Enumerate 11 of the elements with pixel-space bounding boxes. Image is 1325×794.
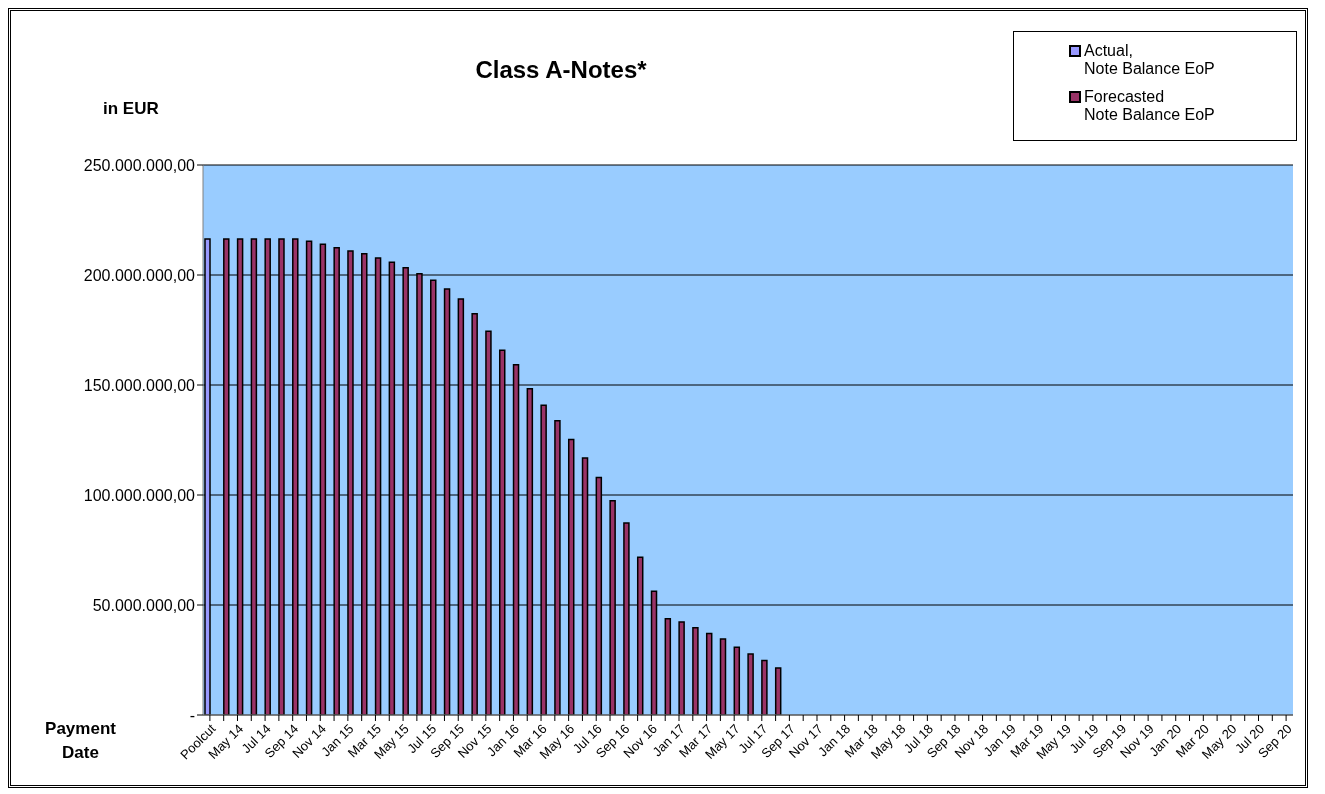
y-tick-label: 100.000.000,00 [83,486,196,504]
y-tick-label: - [189,706,195,724]
legend-label: Actual, Note Balance EoP [1084,42,1215,78]
legend-label: Forecasted Note Balance EoP [1084,88,1215,124]
y-tick-label: 250.000.000,00 [83,156,196,174]
y-tick-label: 200.000.000,00 [83,266,196,284]
y-axis-title: in EUR [103,99,159,119]
chart-title: Class A-Notes* [474,56,648,84]
x-axis-title: Payment Date [44,718,117,764]
y-tick-label: 150.000.000,00 [83,376,196,394]
y-tick-label: 50.000.000,00 [92,596,196,614]
